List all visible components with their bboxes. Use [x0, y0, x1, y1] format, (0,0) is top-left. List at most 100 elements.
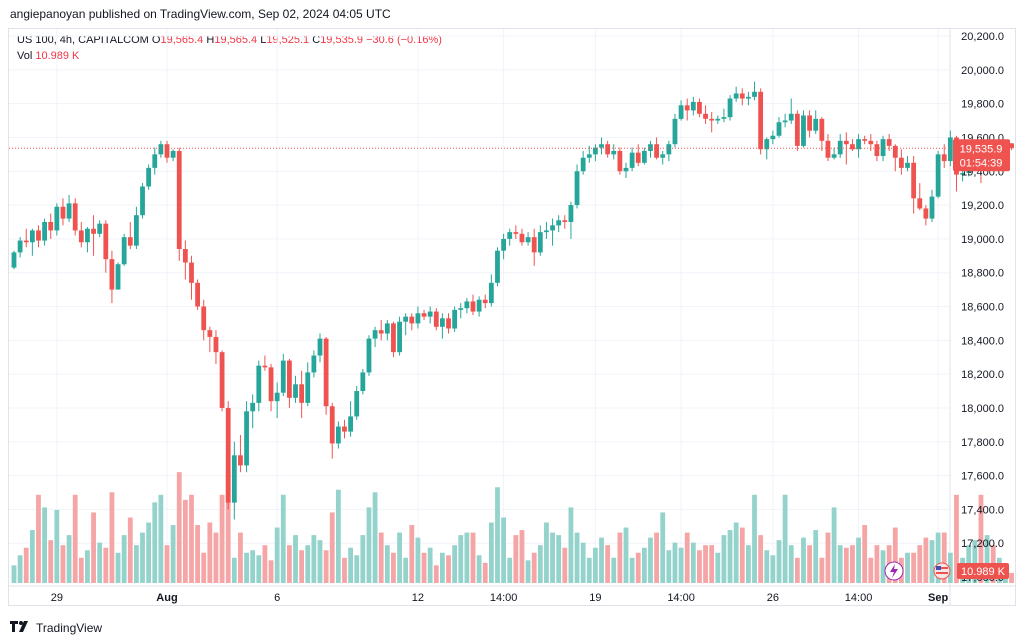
volume-bar: [103, 547, 109, 583]
candle-body: [219, 352, 225, 408]
volume-bar: [378, 532, 384, 583]
volume-bar: [176, 472, 182, 583]
volume-bar: [495, 487, 500, 583]
volume-bar: [947, 552, 953, 583]
candle-body: [97, 223, 103, 234]
lightning-bolt-icon: [890, 564, 898, 578]
volume-tag-value: 10.989 K: [961, 566, 1006, 578]
candle-body: [623, 167, 629, 172]
volume-bar: [635, 552, 641, 583]
candle-body: [201, 306, 207, 331]
volume-bar: [923, 537, 929, 583]
candle-body: [813, 118, 819, 131]
footer-brand: TradingView: [36, 620, 103, 635]
volume-bar: [746, 545, 751, 583]
candle-body: [287, 360, 292, 398]
candle-body: [684, 105, 690, 111]
y-tick-label: 19,800.0: [961, 99, 1004, 111]
volume-bar: [911, 552, 917, 583]
candle-body: [482, 299, 488, 304]
last-price-tag-value: 19,535.9: [960, 143, 1003, 155]
x-tick-label: Aug: [156, 592, 177, 604]
chart-frame: [8, 28, 1016, 606]
volume-bar: [482, 562, 488, 583]
candle-body: [372, 330, 378, 339]
candle-body: [207, 330, 213, 337]
volume-bar: [617, 532, 623, 583]
symbol-name[interactable]: US 100, 4h, CAPITALCOM: [17, 34, 149, 46]
candle-body: [892, 145, 898, 158]
candle-body: [176, 150, 182, 250]
volume-bar: [605, 545, 611, 583]
candle-body: [568, 205, 574, 222]
y-tick-label: 17,400.0: [961, 504, 1004, 516]
volume-bar: [470, 532, 476, 583]
candle-body: [11, 252, 17, 268]
volume-bar: [238, 532, 243, 583]
candle-body: [574, 171, 580, 206]
volume-bar: [660, 512, 666, 583]
volume-bar: [201, 552, 207, 583]
candle-body: [54, 206, 60, 231]
volume-bar: [862, 525, 868, 583]
volume-bar: [972, 540, 978, 583]
x-tick-label: 14:00: [667, 592, 695, 604]
volume-bar: [850, 545, 855, 583]
volume-bar: [794, 557, 800, 583]
volume-bar: [397, 532, 402, 583]
volume-bar: [342, 557, 347, 583]
footer: TradingView: [10, 620, 102, 635]
volume-bar: [268, 560, 274, 583]
volume-bar: [256, 555, 262, 583]
volume-bar: [733, 522, 739, 583]
candle-body: [703, 113, 708, 119]
volume-bar: [825, 532, 831, 583]
volume-bar: [874, 545, 880, 583]
us-flag-stripe-icon: [936, 567, 948, 569]
candle-body: [641, 150, 647, 163]
volume-bar: [409, 525, 415, 583]
volume-bar: [72, 494, 78, 583]
volume-bar: [525, 560, 531, 583]
candle-body: [238, 455, 243, 466]
tradingview-logo-icon[interactable]: [10, 620, 30, 635]
candle-body: [825, 140, 831, 158]
volume-bar: [158, 494, 164, 583]
volume-bar: [29, 530, 35, 583]
candle-body: [697, 101, 702, 114]
y-tick-label: 20,000.0: [961, 65, 1004, 77]
candle-body: [801, 115, 806, 146]
candle-body: [599, 144, 604, 148]
change-value: −30.6 (−0.16%): [366, 34, 442, 46]
volume-bar: [690, 542, 696, 583]
candle-body: [127, 237, 133, 246]
volume-bar: [807, 545, 812, 583]
volume-bar: [623, 527, 629, 583]
candle-body: [458, 308, 464, 310]
candle-body: [794, 113, 800, 146]
volume-bar: [311, 535, 317, 583]
y-tick-label: 19,200.0: [961, 200, 1004, 212]
candle-body: [782, 120, 788, 123]
volume-bar: [213, 532, 219, 583]
candle-body: [562, 220, 568, 222]
open-label: O: [151, 34, 161, 46]
candle-body: [342, 426, 347, 432]
candle-body: [23, 240, 29, 243]
volume-bar: [544, 522, 549, 583]
candle-body: [899, 157, 904, 168]
candle-body: [550, 225, 555, 231]
volume-bar: [776, 540, 782, 583]
volume-bar: [121, 535, 127, 583]
volume-bar: [91, 512, 96, 583]
volume-bar: [250, 550, 256, 583]
candle-body: [121, 237, 127, 265]
high-label: H: [206, 34, 215, 46]
x-tick-label: 19: [589, 592, 601, 604]
candle-body: [36, 230, 41, 241]
volume-bar: [666, 550, 672, 583]
volume-bar: [758, 535, 764, 583]
volume-bar: [727, 530, 733, 583]
candle-body: [666, 144, 672, 155]
